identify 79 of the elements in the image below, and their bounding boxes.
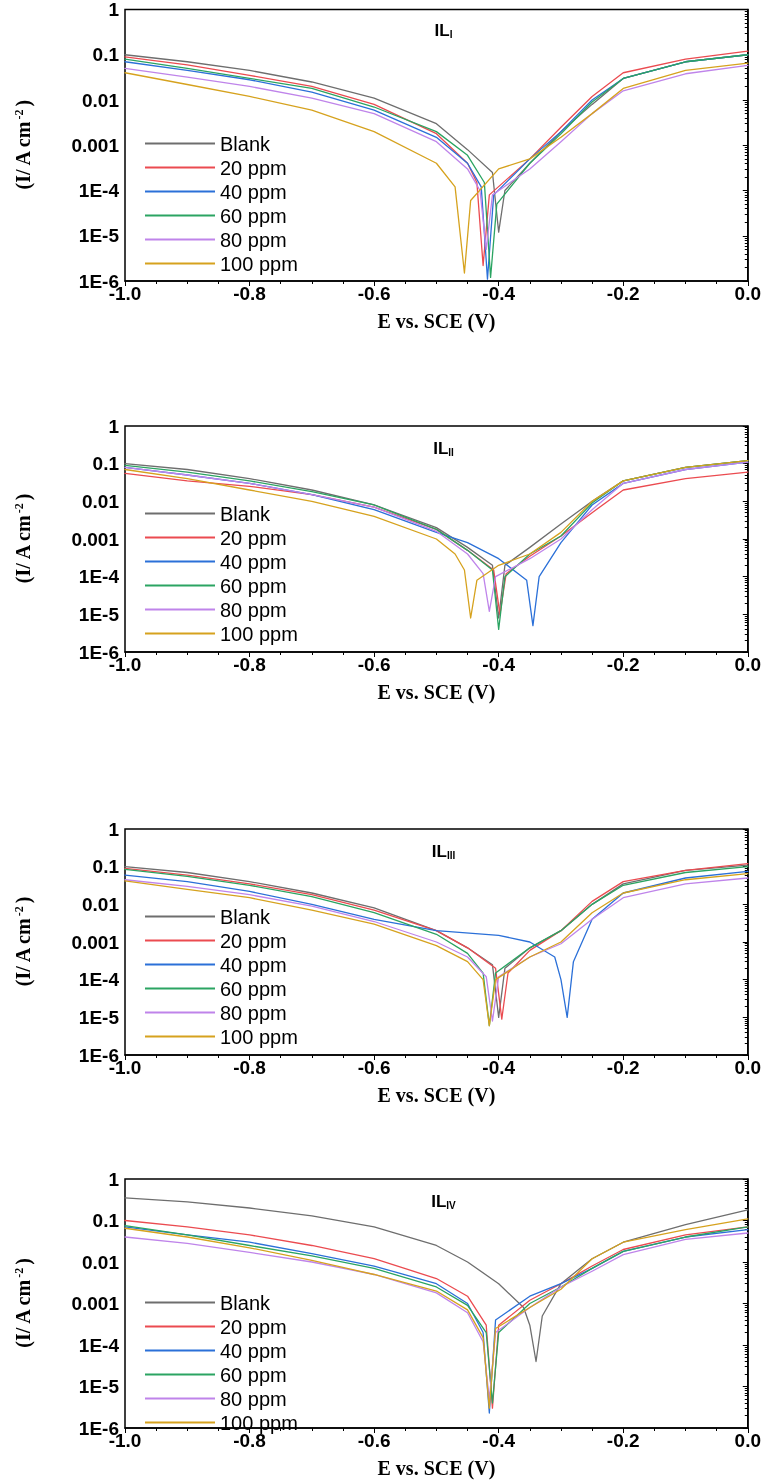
x-tick-label: -0.6 <box>357 283 391 304</box>
x-tick-label: -0.6 <box>357 654 391 675</box>
x-tick-label: 0.0 <box>734 654 761 675</box>
y-axis-title: (I/ A cm-2) <box>12 1258 35 1348</box>
y-axis-title: (I/ A cm-2) <box>12 493 35 584</box>
y-tick-label: 0.001 <box>71 1293 120 1314</box>
line-series <box>124 1197 749 1363</box>
y-tick-label: 0.01 <box>82 1251 120 1273</box>
legend-label: Blank <box>220 502 272 525</box>
legend-label: 40 ppm <box>220 1339 287 1362</box>
legend-label: 20 ppm <box>220 526 287 549</box>
x-tick-label: 0.0 <box>734 283 761 304</box>
text: ILII <box>433 438 455 458</box>
text: ILIV <box>431 1191 457 1211</box>
legend-label: Blank <box>220 905 272 928</box>
legend-label: 80 ppm <box>220 1387 287 1410</box>
x-tick-label: -0.4 <box>482 1430 516 1451</box>
x-tick-label: -0.8 <box>233 1057 266 1078</box>
x-tick-label: -0.8 <box>233 283 266 304</box>
y-tick-label: 1 <box>108 818 120 840</box>
x-tick-label: -0.2 <box>606 1057 640 1078</box>
y-tick-label: 0.001 <box>71 931 120 953</box>
legend-label: 40 ppm <box>220 953 287 976</box>
legend-label: 100 ppm <box>220 622 298 645</box>
legend-label: 80 ppm <box>220 598 287 621</box>
x-tick-label: -0.4 <box>482 654 516 675</box>
y-axis-title: (I/ A cm-2) <box>12 99 35 190</box>
y-tick-label: 1E-5 <box>78 603 120 625</box>
x-tick-label: 0.0 <box>734 1057 761 1078</box>
y-tick-label: 1 <box>108 0 120 20</box>
x-axis-title: E vs. SCE (V) <box>377 681 496 704</box>
legend-label: 60 ppm <box>220 574 287 597</box>
y-tick-label: 0.001 <box>71 134 120 156</box>
y-tick-label: 1E-5 <box>78 1376 120 1397</box>
legend-label: 60 ppm <box>220 977 287 1000</box>
x-tick-label: -0.2 <box>606 654 640 675</box>
legend-label: 60 ppm <box>220 1363 287 1386</box>
legend-label: Blank <box>220 132 272 155</box>
x-tick-label: -0.4 <box>482 283 516 304</box>
y-tick-label: 1E-4 <box>78 566 120 588</box>
x-axis-title: E vs. SCE (V) <box>377 1457 496 1480</box>
y-tick-label: 1E-4 <box>78 969 120 991</box>
legend-label: 20 ppm <box>220 156 287 179</box>
x-tick-label: -0.2 <box>606 283 640 304</box>
y-tick-label: 0.01 <box>82 490 120 512</box>
legend-label: 100 ppm <box>220 1025 298 1048</box>
x-tick-label: -0.6 <box>357 1057 391 1078</box>
legend-label: 80 ppm <box>220 228 287 251</box>
x-tick-label: -0.6 <box>357 1430 391 1451</box>
text: ILIII <box>431 841 456 861</box>
y-tick-label: 0.1 <box>92 44 120 66</box>
y-tick-label: 1E-4 <box>78 180 120 201</box>
y-tick-label: 1E-5 <box>78 1006 120 1028</box>
y-tick-label: 1 <box>108 1168 120 1190</box>
x-axis-title: E vs. SCE (V) <box>377 310 496 333</box>
legend-label: 20 ppm <box>220 929 287 952</box>
legend-label: 40 ppm <box>220 550 287 573</box>
y-tick-label: 0.1 <box>92 453 120 475</box>
y-tick-label: 1E-4 <box>78 1334 120 1356</box>
y-tick-label: 0.1 <box>92 856 120 878</box>
x-axis-title: E vs. SCE (V) <box>377 1084 496 1107</box>
legend-label: 100 ppm <box>220 252 298 275</box>
y-tick-label: 1E-5 <box>78 225 120 247</box>
text: ILI <box>434 20 453 40</box>
legend-label: 40 ppm <box>220 180 287 203</box>
legend-label: Blank <box>220 1291 272 1314</box>
y-tick-label: 0.01 <box>82 89 120 111</box>
legend-label: 60 ppm <box>220 204 287 227</box>
y-tick-label: 0.001 <box>71 528 120 550</box>
x-tick-label: -0.2 <box>606 1430 640 1451</box>
x-tick-label: -0.4 <box>482 1057 516 1078</box>
legend-label: 80 ppm <box>220 1001 287 1024</box>
x-tick-label: -0.8 <box>233 654 266 675</box>
y-axis-title: (I/ A cm-2) <box>12 896 35 987</box>
y-tick-label: 1 <box>108 415 120 437</box>
y-tick-label: 0.01 <box>82 893 120 915</box>
x-tick-label: 0.0 <box>734 1430 761 1451</box>
y-tick-label: 0.1 <box>92 1210 120 1231</box>
legend-label: 20 ppm <box>220 1315 287 1338</box>
